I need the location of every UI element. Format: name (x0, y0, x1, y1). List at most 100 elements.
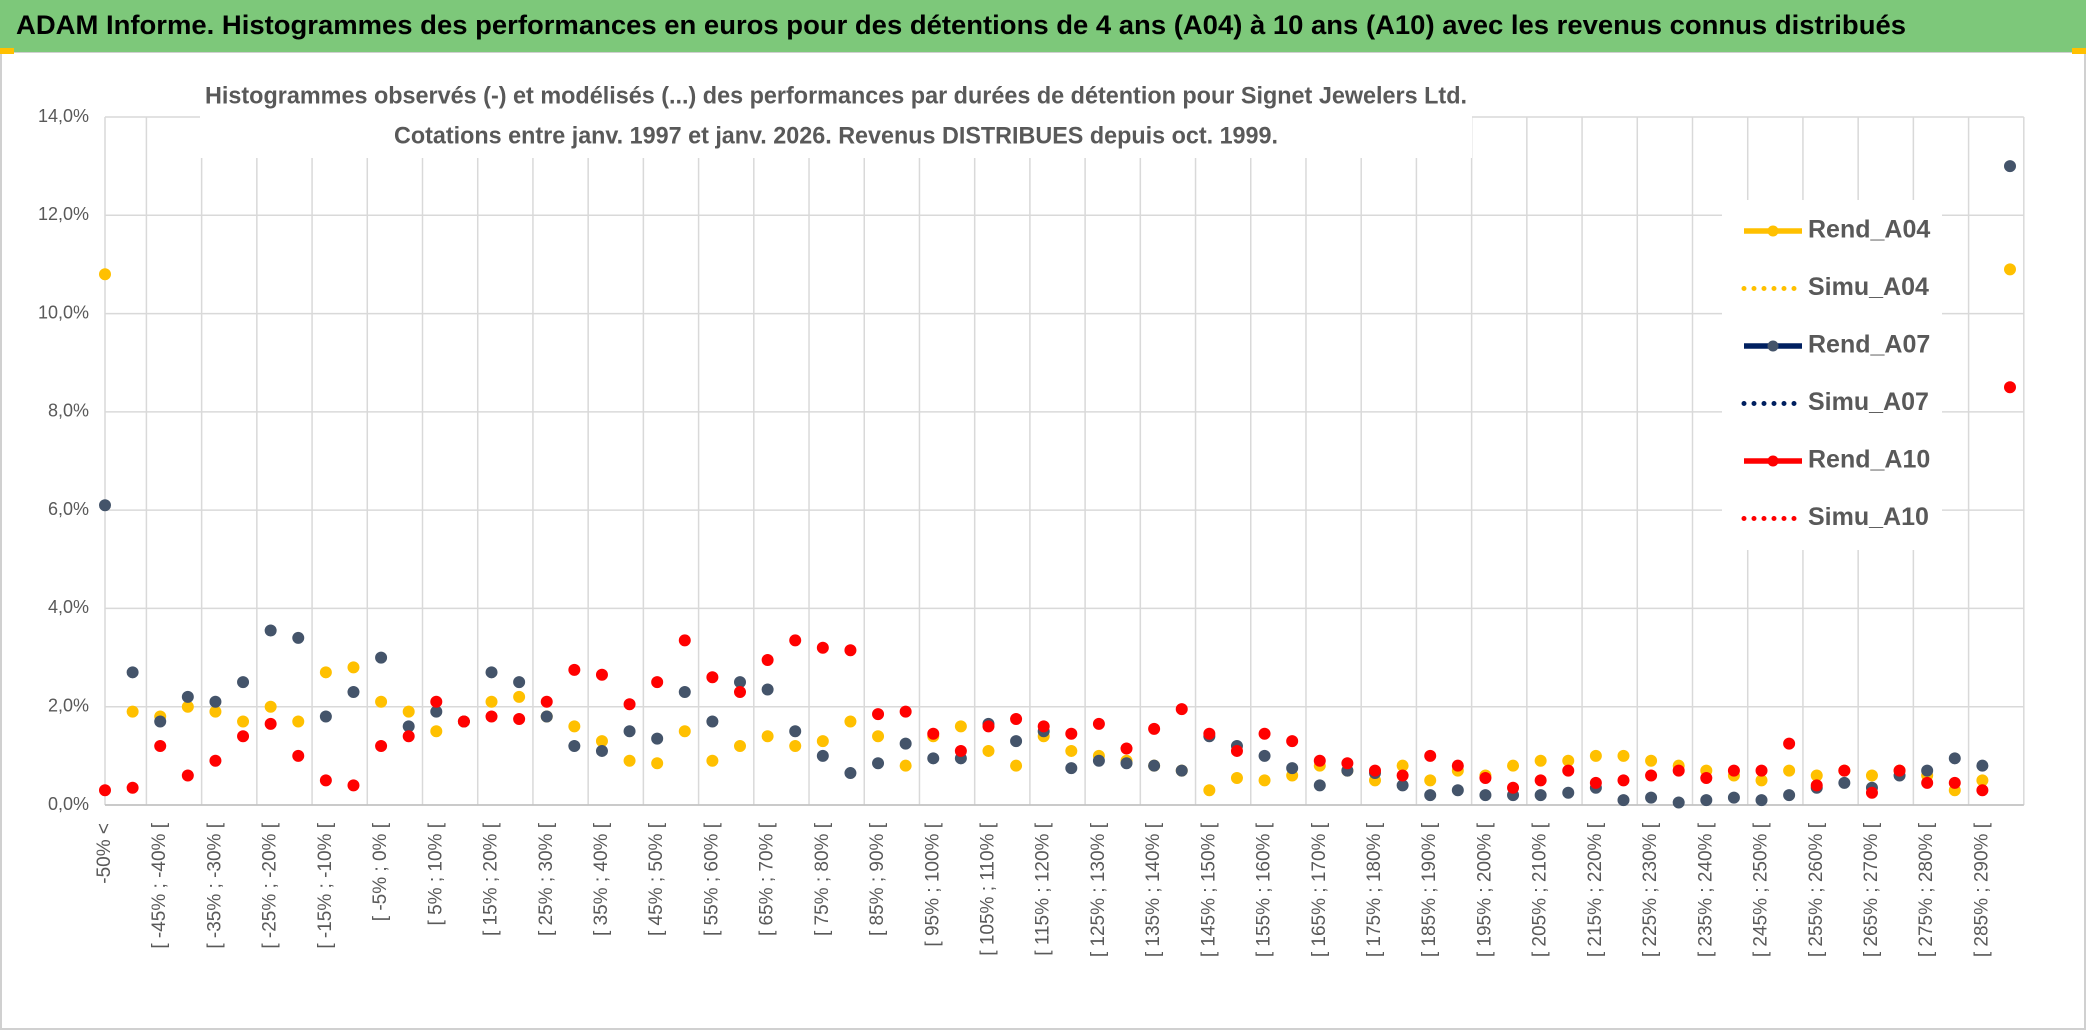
legend-label: Rend_A10 (1808, 446, 1930, 474)
data-point (1865, 769, 1878, 782)
data-point (761, 654, 774, 667)
data-point (706, 671, 719, 684)
y-tick-label: 6,0% (48, 499, 89, 519)
data-point (1645, 791, 1658, 804)
data-point (1065, 744, 1078, 757)
x-tick-label: [ 135% ; 140% [ (1143, 822, 1164, 957)
data-point (347, 685, 360, 698)
data-point (513, 676, 526, 689)
data-point (1921, 776, 1934, 789)
data-point (568, 663, 581, 676)
data-point (706, 754, 719, 767)
data-point (99, 268, 111, 281)
x-tick-label: [ 185% ; 190% [ (1419, 822, 1440, 957)
data-point (375, 740, 388, 753)
chart-title: Histogrammes observés (-) et modélisés (… (205, 82, 1467, 109)
data-point (1589, 749, 1602, 762)
y-tick-label: 8,0% (48, 401, 89, 421)
data-point (319, 774, 332, 787)
data-point (1838, 776, 1851, 789)
x-tick-label: [ 205% ; 210% [ (1530, 822, 1551, 957)
data-point (595, 668, 608, 681)
data-point (292, 749, 305, 762)
data-point (789, 725, 802, 738)
data-point (1810, 779, 1823, 792)
corner-mark (0, 48, 14, 54)
data-point (540, 695, 553, 708)
data-point (99, 784, 111, 797)
data-point (1755, 794, 1768, 807)
x-tick-label: [ 195% ; 200% [ (1474, 822, 1495, 957)
data-point (1479, 789, 1492, 802)
data-point (899, 705, 912, 718)
data-point (899, 759, 912, 772)
header-title: ADAM Informe. Histogrammes des performan… (16, 10, 1906, 40)
data-point (126, 666, 139, 679)
y-tick-label: 10,0% (38, 302, 89, 322)
data-point (816, 749, 829, 762)
data-point (816, 641, 829, 654)
data-point (761, 730, 774, 743)
data-point (1645, 769, 1658, 782)
data-point (1727, 764, 1740, 777)
data-point (513, 690, 526, 703)
legend-marker (1767, 455, 1779, 467)
data-point (678, 634, 691, 647)
data-point (1617, 749, 1630, 762)
data-point (651, 732, 664, 745)
x-tick-label: [ 215% ; 220% [ (1585, 822, 1606, 957)
data-point (1700, 794, 1713, 807)
data-point (1617, 774, 1630, 787)
data-point (568, 720, 581, 733)
data-point (1286, 762, 1299, 775)
data-point (1755, 764, 1768, 777)
data-point (927, 752, 940, 765)
x-tick-label: [ -15% ; -10% [ (315, 822, 336, 948)
x-tick-label: [ 265% ; 270% [ (1861, 822, 1882, 957)
data-point (457, 715, 470, 728)
data-point (1451, 784, 1464, 797)
data-point (1727, 791, 1740, 804)
data-point (513, 713, 526, 725)
x-tick-label: [ 105% ; 110% [ (977, 822, 998, 955)
x-tick-label: [ 25% ; 30% [ (536, 822, 557, 936)
data-point (954, 744, 967, 757)
data-point (485, 666, 498, 679)
data-point (1065, 762, 1078, 775)
data-point (292, 715, 305, 728)
x-tick-label: [ 285% ; 290% [ (1971, 822, 1992, 957)
y-tick-label: 4,0% (48, 597, 89, 617)
data-point (237, 676, 250, 689)
data-point (1010, 759, 1023, 772)
x-tick-label: [ 45% ; 50% [ (646, 822, 667, 936)
data-point (1948, 752, 1961, 765)
data-point (1092, 717, 1105, 730)
data-point (237, 715, 250, 728)
data-point (264, 717, 277, 730)
data-point (1120, 757, 1133, 770)
data-point (154, 740, 167, 753)
data-point (982, 744, 995, 757)
data-point (1534, 789, 1547, 802)
data-point (1783, 789, 1796, 802)
y-tick-label: 0,0% (48, 794, 89, 814)
data-point (430, 725, 443, 738)
x-tick-label: [ 65% ; 70% [ (757, 822, 778, 936)
data-point (181, 769, 194, 782)
data-point (872, 757, 885, 770)
data-point (1313, 754, 1326, 767)
legend-marker (1767, 225, 1779, 237)
data-point (1507, 781, 1520, 794)
data-point (1976, 759, 1989, 772)
data-point (1534, 754, 1547, 767)
data-point (99, 499, 111, 512)
data-point (789, 740, 802, 753)
data-point (347, 779, 360, 792)
x-tick-label: [ 275% ; 280% [ (1916, 822, 1937, 957)
data-point (844, 767, 857, 780)
data-point (1534, 774, 1547, 787)
header-bar (0, 0, 2086, 52)
data-point (1921, 764, 1934, 777)
